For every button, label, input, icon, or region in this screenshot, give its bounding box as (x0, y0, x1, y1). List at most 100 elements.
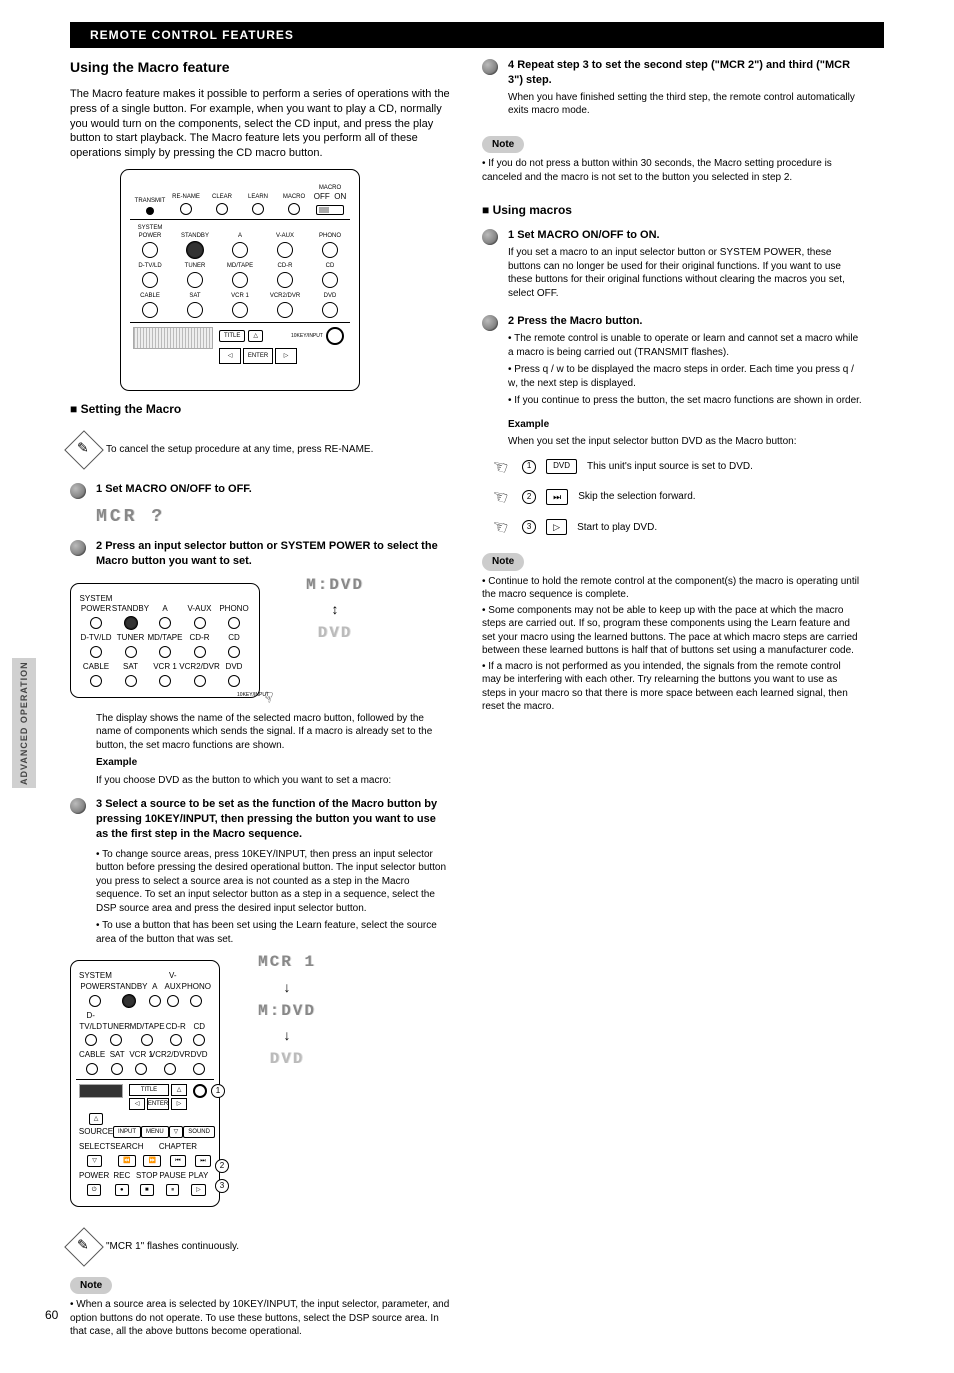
step1-text: Set MACRO ON/OFF to OFF. (105, 483, 252, 495)
lcd-mcr: MCR ? (96, 505, 165, 529)
step3-text: Select a source to be set as the functio… (96, 798, 437, 840)
key-callout-3: 3 (522, 520, 536, 534)
note-pill: Note (70, 1277, 112, 1295)
lcd-mcr1: MCR 1 (232, 952, 342, 974)
lbl-mdtape: MD/TAPE (227, 262, 253, 270)
lbl-cable: CABLE (140, 292, 160, 300)
step2-subtext: The display shows the name of the select… (96, 712, 450, 753)
lbl-vcr2dvr: VCR2/DVR (270, 292, 300, 300)
step2r-sub1: • The remote control is unable to operat… (508, 332, 862, 359)
lbl-macro: MACRO (283, 193, 305, 201)
remote-diagram-step2: SYSTEM POWER STANDBY A V-AUX PHONO D-TV/… (70, 583, 260, 698)
heading-using-macros: ■ Using macros (482, 202, 862, 218)
step-bullet-4 (482, 59, 498, 75)
lbl-macro-offon: MACROOFF ON (314, 184, 346, 203)
lcd-mdvd: M:DVD (280, 575, 390, 597)
note-text-r1: • If you do not press a button within 30… (482, 157, 862, 184)
lbl-vcr1: VCR 1 (231, 292, 249, 300)
hand-pointer-icon: ☟ (262, 687, 275, 707)
pencil-note-icon (64, 430, 104, 470)
lbl-transmit: TRANSMIT (135, 197, 166, 205)
step1r-sub: If you set a macro to an input selector … (508, 246, 862, 300)
lbl-syspower: SYSTEM POWER (133, 224, 167, 240)
page-number: 60 (45, 1307, 58, 1323)
heading-macro: Using the Macro feature (70, 58, 450, 77)
lbl-cd: CD (326, 262, 335, 270)
section-bar: REMOTE CONTROL FEATURES (70, 22, 884, 48)
note-pill-r2: Note (482, 553, 524, 571)
example-text-r: When you set the input selector button D… (508, 435, 862, 449)
callout-3: 3 (215, 1179, 229, 1193)
note-text-left: • When a source area is selected by 10KE… (70, 1298, 450, 1339)
btn-up: △ (248, 330, 263, 342)
lcd-mdvd2: M:DVD (232, 1001, 342, 1023)
btn-right: ▷ (275, 348, 297, 364)
key-skip: ⏭ (546, 489, 568, 505)
lbl-vaux: V-AUX (276, 232, 294, 240)
pencil-note-2: "MCR 1" flashes continuously. (106, 1240, 239, 1254)
step-bullet-2 (70, 540, 86, 556)
lcd-window-icon (133, 327, 213, 349)
key-dvd: DVD (546, 459, 577, 474)
step4-text: Repeat step 3 to set the second step ("M… (508, 59, 850, 86)
lbl-phono: PHONO (319, 232, 341, 240)
pencil-note: To cancel the setup procedure at any tim… (106, 443, 373, 457)
step-bullet-1 (70, 483, 86, 499)
lbl-tenkey: 10KEY/INPUT (291, 333, 323, 340)
intro-paragraph: The Macro feature makes it possible to p… (70, 87, 450, 161)
step-bullet-3 (70, 798, 86, 814)
key-play: ▷ (546, 519, 567, 535)
key2-text: Skip the selection forward. (578, 490, 695, 504)
note2-item-1: • Continue to hold the remote control at… (482, 575, 862, 602)
lbl-cdr: CD-R (278, 262, 293, 270)
step1r-text: Set MACRO ON/OFF to ON. (517, 229, 659, 241)
callout-1: 1 (211, 1084, 225, 1098)
lbl-dvd: DVD (324, 292, 337, 300)
remote-diagram-step3: SYSTEM POWER STANDBY A V-AUX PHONO D-TV/… (70, 960, 220, 1207)
note-pill-r1: Note (482, 136, 524, 154)
section-title: REMOTE CONTROL FEATURES (90, 27, 294, 43)
step4-sub: When you have finished setting the third… (508, 91, 862, 118)
lbl-learn: LEARN (248, 193, 268, 201)
lbl-standby: STANDBY (181, 232, 209, 240)
lbl-sat: SAT (189, 292, 200, 300)
subheading-setmacro: ■ Setting the Macro (70, 401, 450, 417)
lbl-tuner: TUNER (185, 262, 206, 270)
lbl-clear: CLEAR (212, 193, 232, 201)
key1-text: This unit's input source is set to DVD. (587, 460, 753, 474)
btn-left: ◁ (219, 348, 241, 364)
step3-note2: • To use a button that has been set usin… (96, 919, 450, 946)
lbl-dtvld: D-TV/LD (138, 262, 161, 270)
key-callout-1: 1 (522, 460, 536, 474)
hand-pointer-icon-3: ☜ (489, 513, 511, 541)
note2-item-2: • Some components may not be able to kee… (482, 604, 862, 658)
remote-diagram-large: TRANSMIT RE-NAME CLEAR LEARN MACRO MACRO… (120, 169, 360, 391)
step-bullet-r1 (482, 229, 498, 245)
step3-note1: • To change source areas, press 10KEY/IN… (96, 848, 450, 916)
key3-text: Start to play DVD. (577, 521, 657, 535)
step2r-text: Press the Macro button. (517, 315, 642, 327)
arrow-down-icon: ↓ (232, 978, 342, 997)
example-label-r: Example (508, 419, 549, 430)
callout-2: 2 (215, 1159, 229, 1173)
btn-enter: ENTER (243, 348, 273, 364)
lbl-a: A (238, 232, 242, 240)
lcd-dvd-alt2: DVD (232, 1049, 342, 1071)
key-callout-2: 2 (522, 490, 536, 504)
step2r-sub2: • Press q / w to be displayed the macro … (508, 363, 862, 390)
lbl-rename: RE-NAME (172, 193, 200, 201)
arrow-down-icon-2: ↓ (232, 1026, 342, 1045)
step2r-sub3: • If you continue to press the button, t… (508, 394, 862, 408)
example-label: Example (96, 757, 137, 768)
macro-switch-icon (316, 205, 344, 215)
pencil-note-icon-2 (64, 1227, 104, 1267)
example-text: If you choose DVD as the button to which… (96, 774, 450, 788)
step2-text: Press an input selector button or SYSTEM… (96, 540, 438, 567)
side-tab: ADVANCED OPERATION (12, 658, 36, 788)
lcd-dvd-alt: DVD (280, 623, 390, 645)
updown-arrow-icon: ↕ (280, 600, 390, 619)
step1-label: 1 (96, 483, 102, 495)
hand-pointer-icon-1: ☜ (489, 453, 511, 481)
step-bullet-r2 (482, 315, 498, 331)
hand-pointer-icon-2: ☜ (489, 483, 511, 511)
